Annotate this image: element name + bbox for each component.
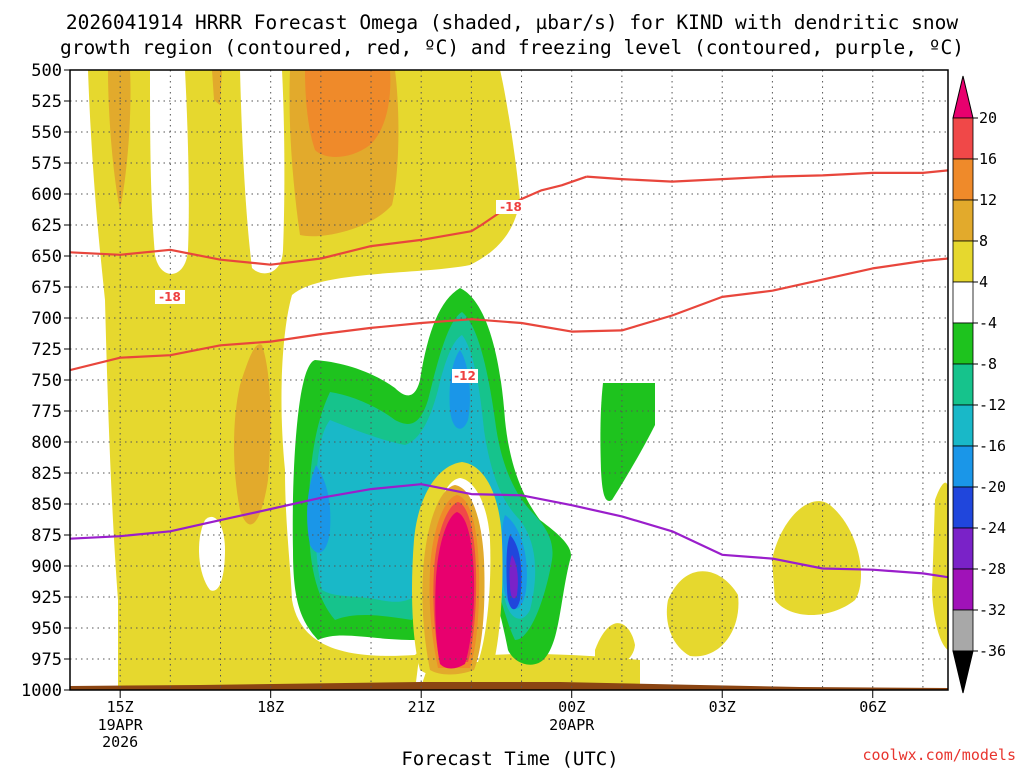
- ground-surface: [70, 682, 948, 690]
- y-tick-label: 925: [31, 588, 62, 608]
- omega-region-8-12-a: [108, 70, 131, 210]
- y-axis: 500 525 550 575 600 625 650 675 700 725 750 775 800 8…: [21, 61, 70, 701]
- y-tick-label: 500: [31, 61, 62, 81]
- colorbar-label: 12: [979, 191, 997, 209]
- colorbar-swatch: [952, 240, 974, 283]
- y-tick-label: 1000: [21, 681, 62, 701]
- x-tick-date: 20APR: [549, 716, 595, 734]
- x-tick-label: 06Z: [859, 698, 886, 716]
- credit-text: coolwx.com/models: [862, 746, 1016, 764]
- y-tick-label: 850: [31, 495, 62, 515]
- colorbar-label: -20: [979, 478, 1006, 496]
- y-tick-label: 825: [31, 464, 62, 484]
- colorbar-label: -16: [979, 437, 1006, 455]
- colorbar: 20 16 12 8 4 -4 -8 -12 -16 -20 -24 -28 -32 -36: [952, 75, 1006, 694]
- colorbar-label: 16: [979, 150, 997, 168]
- omega-region-4-8-f: [595, 623, 635, 667]
- y-tick-label: 725: [31, 340, 62, 360]
- colorbar-swatch: [952, 117, 974, 160]
- omega-region-neg4-neg8-b: [600, 383, 655, 501]
- colorbar-bottom-arrow: [952, 650, 974, 694]
- omega-region-4-8-h: [772, 501, 862, 615]
- contour-dgz-top-18c: [586, 169, 948, 183]
- y-tick-label: 875: [31, 526, 62, 546]
- y-tick-label: 575: [31, 154, 62, 174]
- colorbar-swatch: [952, 609, 974, 652]
- colorbar-label: -36: [979, 642, 1006, 660]
- chart-title-line1: 2026041914 HRRR Forecast Omega (shaded, …: [66, 11, 958, 34]
- colorbar-swatch: [952, 363, 974, 406]
- contour-label-dgz-bottom: -12: [454, 369, 476, 383]
- chart-title-line2: growth region (contoured, red, ºC) and f…: [60, 36, 964, 59]
- omega-region-white-b: [240, 70, 285, 274]
- contour-lines: [70, 169, 948, 579]
- colorbar-label: 4: [979, 273, 988, 291]
- contour-freezing-level-0c: [70, 483, 948, 579]
- x-tick-date: 19APR: [98, 716, 144, 734]
- colorbar-swatch: [952, 486, 974, 529]
- colorbar-label: -8: [979, 355, 997, 373]
- grid-lines: [70, 70, 948, 690]
- y-tick-label: 950: [31, 619, 62, 639]
- colorbar-label: -4: [979, 314, 997, 332]
- colorbar-label: -24: [979, 519, 1006, 537]
- y-tick-label: 750: [31, 371, 62, 391]
- y-tick-label: 675: [31, 278, 62, 298]
- colorbar-swatch: [952, 445, 974, 488]
- y-tick-label: 550: [31, 123, 62, 143]
- colorbar-label: -28: [979, 560, 1006, 578]
- y-tick-label: 775: [31, 402, 62, 422]
- contour-dgz-top-18c-west: [70, 175, 588, 266]
- contour-label-dgz-top: -18: [500, 200, 522, 214]
- colorbar-top-arrow: [952, 75, 974, 119]
- y-tick-label: 975: [31, 650, 62, 670]
- omega-region-neg16-neg20-a: [307, 465, 331, 553]
- colorbar-swatch: [952, 281, 974, 324]
- y-tick-label: 600: [31, 185, 62, 205]
- x-tick-label: 03Z: [709, 698, 736, 716]
- colorbar-swatch: [952, 527, 974, 570]
- omega-shading: [70, 70, 948, 690]
- colorbar-swatch: [952, 158, 974, 201]
- omega-region-white-c: [198, 516, 225, 591]
- x-tick-label: 00Z: [558, 698, 585, 716]
- y-tick-label: 800: [31, 433, 62, 453]
- omega-region-12-16: [305, 70, 391, 157]
- omega-region-4-8-g: [666, 571, 739, 657]
- x-tick-label: 21Z: [408, 698, 435, 716]
- y-tick-label: 650: [31, 247, 62, 267]
- x-tick-label: 18Z: [257, 698, 284, 716]
- colorbar-label: -32: [979, 601, 1006, 619]
- contour-dgz-bottom-12c: [70, 257, 948, 372]
- colorbar-swatch: [952, 404, 974, 447]
- y-tick-label: 525: [31, 92, 62, 112]
- x-tick-year: 2026: [102, 733, 138, 751]
- y-tick-label: 700: [31, 309, 62, 329]
- omega-region-8-12-c: [234, 344, 271, 525]
- colorbar-label: 8: [979, 232, 988, 250]
- contour-label-dgz-left: -18: [159, 290, 181, 304]
- colorbar-swatch: [952, 322, 974, 365]
- y-tick-label: 900: [31, 557, 62, 577]
- x-tick-label: 15Z: [107, 698, 134, 716]
- colorbar-label: -12: [979, 396, 1006, 414]
- omega-region-8-12-d: [212, 70, 222, 105]
- y-tick-label: 625: [31, 216, 62, 236]
- omega-region-white-a: [150, 70, 189, 274]
- omega-region-20plus-core: [435, 512, 475, 669]
- contour-labels: -18 -18 -12: [155, 200, 526, 383]
- colorbar-swatch: [952, 199, 974, 242]
- x-axis-label: Forecast Time (UTC): [401, 748, 618, 768]
- colorbar-swatch: [952, 568, 974, 611]
- colorbar-label: 20: [979, 109, 997, 127]
